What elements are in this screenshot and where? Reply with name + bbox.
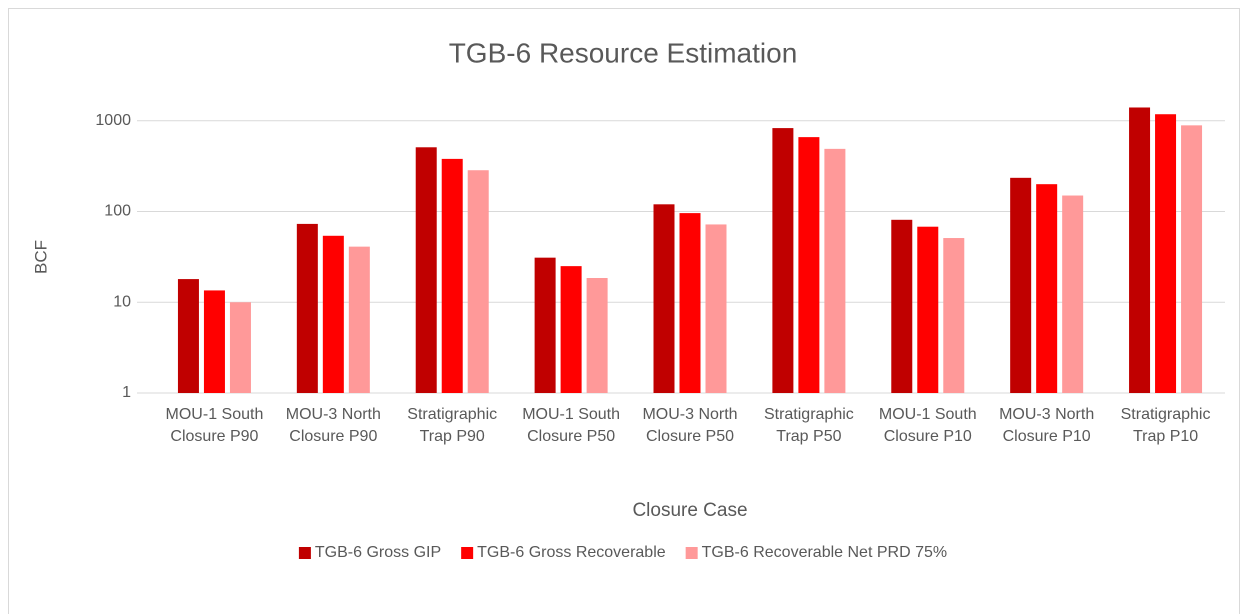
bar xyxy=(1155,114,1177,393)
legend-label: TGB-6 Gross Recoverable xyxy=(477,544,666,561)
legend-swatch xyxy=(685,547,698,559)
legend-label: TGB-6 Recoverable Net PRD 75% xyxy=(702,544,947,561)
x-tick-label: Stratigraphic Trap P90 xyxy=(407,406,498,445)
x-tick-label: MOU-1 South Closure P50 xyxy=(522,406,621,445)
y-tick-label: 100 xyxy=(104,203,131,220)
chart-title: TGB-6 Resource Estimation xyxy=(449,37,798,68)
x-axis-title: Closure Case xyxy=(632,500,747,521)
bar xyxy=(322,235,344,393)
y-tick-label: 10 xyxy=(113,293,131,310)
bar xyxy=(415,147,437,393)
bar xyxy=(203,290,225,393)
x-tick-label: MOU-3 North Closure P10 xyxy=(999,406,1095,445)
bar xyxy=(772,128,794,393)
bar xyxy=(891,219,913,393)
legend-label: TGB-6 Gross GIP xyxy=(315,544,441,561)
bar xyxy=(441,158,463,393)
bar xyxy=(1036,184,1058,393)
bar xyxy=(917,226,939,393)
legend-swatch xyxy=(298,547,311,559)
bar xyxy=(705,224,727,393)
bar xyxy=(824,148,846,393)
x-tick-label: MOU-1 South Closure P90 xyxy=(165,406,264,445)
bar xyxy=(467,170,489,393)
bar xyxy=(653,204,675,393)
bar xyxy=(348,246,370,393)
bar xyxy=(296,223,318,393)
bar xyxy=(1062,195,1084,393)
bar xyxy=(679,213,701,393)
bar xyxy=(586,278,608,393)
bar xyxy=(1010,177,1032,393)
bar xyxy=(229,302,251,393)
y-tick-label: 1000 xyxy=(95,112,131,129)
x-tick-label: Stratigraphic Trap P50 xyxy=(763,406,854,445)
x-tick-label: Stratigraphic Trap P10 xyxy=(1120,406,1211,445)
bar xyxy=(1129,107,1151,393)
y-tick-label: 1 xyxy=(122,384,131,401)
bar xyxy=(560,266,582,393)
x-tick-label: MOU-1 South Closure P10 xyxy=(878,406,977,445)
x-tick-label: MOU-3 North Closure P90 xyxy=(285,406,381,445)
bar xyxy=(1181,125,1203,393)
bar xyxy=(534,257,556,393)
chart-border xyxy=(8,8,1240,614)
x-tick-label: MOU-3 North Closure P50 xyxy=(642,406,738,445)
bar xyxy=(177,279,199,393)
bar xyxy=(798,137,820,393)
y-axis-title: BCF xyxy=(31,240,50,274)
legend-swatch xyxy=(461,547,474,559)
bar xyxy=(943,238,965,393)
